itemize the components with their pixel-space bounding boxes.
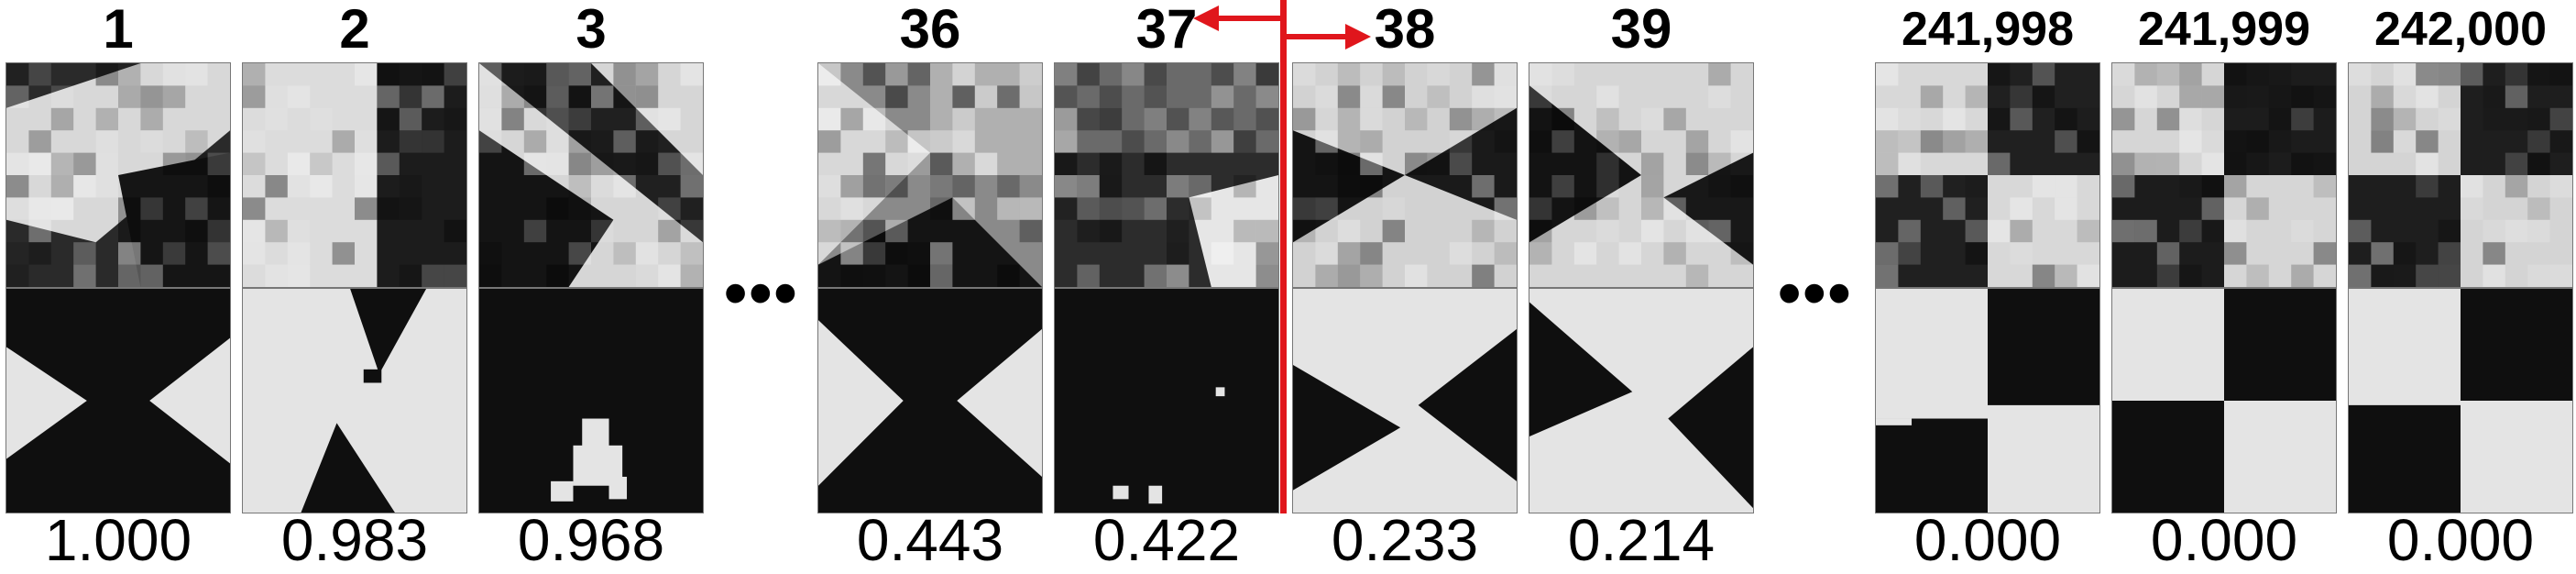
binary-pattern (1292, 288, 1518, 513)
similarity-score: 1.000 (0, 507, 249, 573)
image-patch (5, 62, 231, 288)
ellipsis-left: ••• (724, 275, 799, 312)
binary-pattern (1875, 288, 2100, 513)
similarity-score: 0.983 (224, 507, 486, 573)
rank-label: 39 (1510, 0, 1772, 62)
binary-pattern (2348, 288, 2573, 513)
similarity-score: 0.422 (1036, 507, 1298, 573)
image-patch (1529, 62, 1754, 288)
image-patch (1875, 62, 2100, 288)
image-patch (1054, 62, 1279, 288)
rank-label: 36 (799, 0, 1061, 62)
similarity-score: 0.443 (799, 507, 1061, 573)
rank-label: 241,999 (2093, 0, 2355, 62)
binary-pattern (242, 288, 467, 513)
similarity-score: 0.214 (1510, 507, 1772, 573)
image-patch (478, 62, 704, 288)
binary-pattern (1529, 288, 1754, 513)
similarity-score: 0.000 (1857, 507, 2119, 573)
image-patch (242, 62, 467, 288)
binary-pattern (817, 288, 1043, 513)
rank-label: 242,000 (2329, 0, 2576, 62)
image-patch (1292, 62, 1518, 288)
threshold-arrows (1182, 0, 1384, 64)
image-patch (2111, 62, 2337, 288)
binary-pattern (2111, 288, 2337, 513)
similarity-score: 0.000 (2329, 507, 2576, 573)
rank-label: 1 (0, 0, 249, 62)
rank-label: 2 (224, 0, 486, 62)
rank-label: 241,998 (1857, 0, 2119, 62)
binary-pattern (1054, 288, 1279, 513)
similarity-score: 0.000 (2093, 507, 2355, 573)
image-patch (2348, 62, 2573, 288)
arrow-left-icon (1193, 6, 1283, 31)
binary-pattern (5, 288, 231, 513)
similarity-score: 0.233 (1274, 507, 1536, 573)
binary-pattern (478, 288, 704, 513)
ellipsis-right: ••• (1778, 275, 1853, 312)
rank-label: 3 (460, 0, 722, 62)
arrow-right-icon (1283, 24, 1371, 50)
threshold-divider (1280, 0, 1287, 513)
image-patch (817, 62, 1043, 288)
similarity-score: 0.968 (460, 507, 722, 573)
